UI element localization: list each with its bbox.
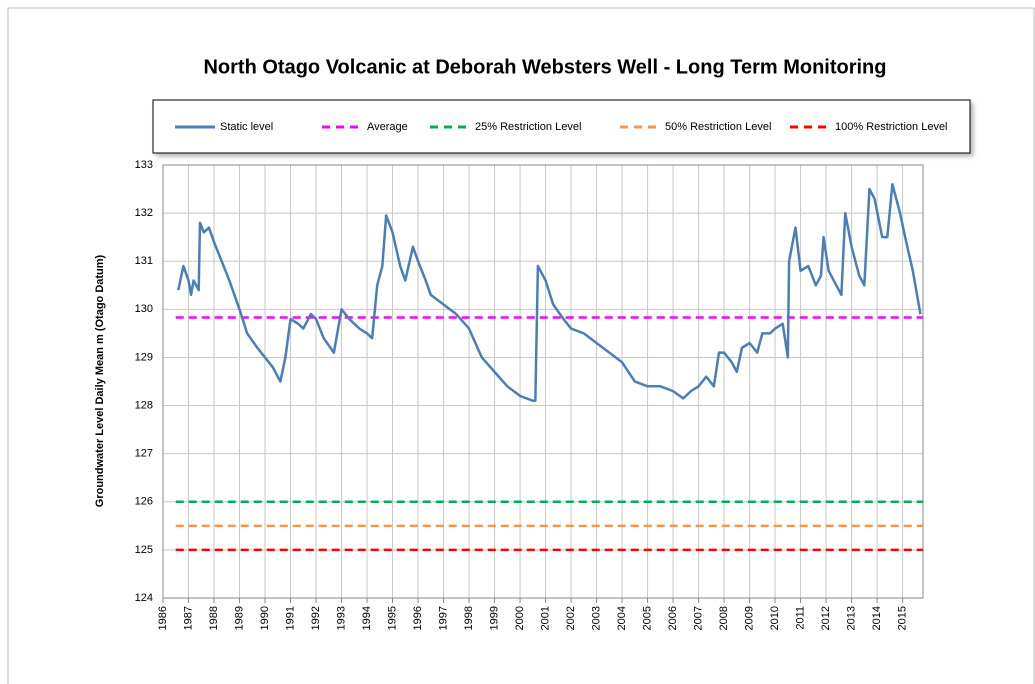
x-tick-label: 2014 xyxy=(871,606,883,630)
frame xyxy=(7,7,1035,684)
x-tick-label: 2005 xyxy=(641,606,653,630)
x-tick-label: 1993 xyxy=(335,606,347,630)
legend-label: 100% Restriction Level xyxy=(835,121,948,133)
x-tick-label: 1986 xyxy=(157,606,169,630)
x-tick-label: 2009 xyxy=(743,606,755,630)
x-tick-label: 2002 xyxy=(565,606,577,630)
x-tick-label: 2010 xyxy=(769,606,781,630)
legend-label: 25% Restriction Level xyxy=(475,121,581,133)
x-tick-label: 2004 xyxy=(616,606,628,630)
x-tick-label: 1996 xyxy=(412,606,424,630)
y-tick-label: 127 xyxy=(135,448,153,460)
chart-title: North Otago Volcanic at Deborah Websters… xyxy=(203,56,886,78)
legend-label: 50% Restriction Level xyxy=(665,121,771,133)
x-tick-label: 1994 xyxy=(361,606,373,630)
y-tick-label: 133 xyxy=(135,159,153,171)
legend-box xyxy=(152,99,971,154)
x-tick-label: 1998 xyxy=(463,606,475,630)
x-tick-label: 1999 xyxy=(488,606,500,630)
x-tick-label: 1988 xyxy=(208,606,220,630)
series-line xyxy=(177,182,922,402)
x-tick-label: 2000 xyxy=(514,606,526,630)
x-tick-label: 1992 xyxy=(310,606,322,630)
x-tick-label: 1995 xyxy=(386,606,398,630)
x-tick-label: 1991 xyxy=(284,606,296,630)
y-tick-label: 126 xyxy=(135,496,153,508)
legend-label: Static level xyxy=(220,121,273,133)
legend: Static level Average 25% Restriction Level… xyxy=(175,121,948,133)
y-tick-label: 124 xyxy=(135,592,153,604)
y-tick-label: 130 xyxy=(135,303,153,315)
y-tick-label: 125 xyxy=(135,544,153,556)
x-tick-label: 2003 xyxy=(590,606,602,630)
plot-border xyxy=(162,164,924,599)
y-tick-label: 132 xyxy=(135,207,153,219)
x-tick-label: 2006 xyxy=(667,606,679,630)
y-axis-label: Groundwater Level Daily Mean m (Otago Da… xyxy=(94,254,106,507)
x-tick-label: 1997 xyxy=(437,606,449,630)
x-tick-label: 2011 xyxy=(794,606,806,630)
y-tick-label: 129 xyxy=(135,351,153,363)
x-tick-label: 2001 xyxy=(539,606,551,630)
legend-label: Average xyxy=(367,121,408,133)
x-tick-label: 1987 xyxy=(182,606,194,630)
x-tick-label: 2007 xyxy=(692,606,704,630)
x-tick-label: 1990 xyxy=(259,606,271,630)
y-tick-label: 128 xyxy=(135,399,153,411)
x-tick-label: 2013 xyxy=(845,606,857,630)
x-tick-label: 1989 xyxy=(233,606,245,630)
x-tick-label: 2008 xyxy=(718,606,730,630)
x-tick-label: 2012 xyxy=(820,606,832,630)
y-tick-label: 131 xyxy=(135,255,153,267)
x-tick-label: 2015 xyxy=(897,606,909,630)
